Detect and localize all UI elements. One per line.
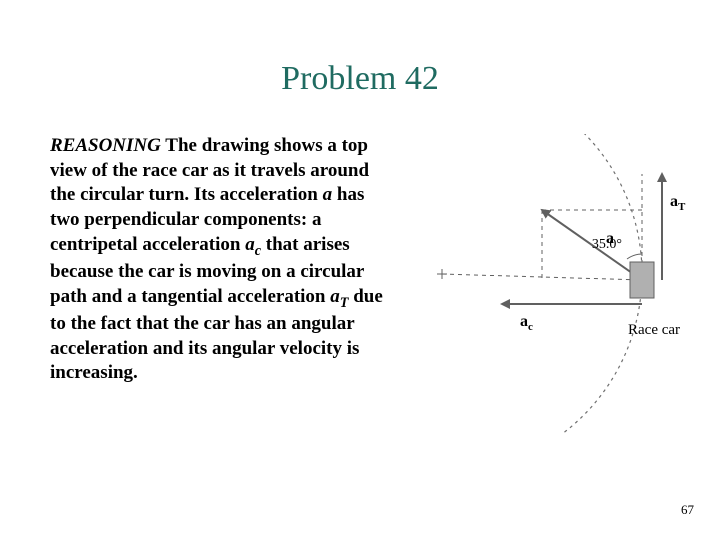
title-text: Problem 42 [281,60,439,97]
reasoning-label: REASONING [50,135,161,156]
var-a: a [323,184,333,205]
var-aT: a [330,286,340,307]
svg-text:ac: ac [520,313,533,333]
page-title: Problem 42 [50,60,670,98]
diagram: aaTac35.0°Race car [402,134,692,434]
body-text: REASONING The drawing shows a top view o… [50,134,390,386]
page-number: 67 [681,502,694,518]
svg-text:Race car: Race car [628,322,680,338]
var-ac: a [245,234,255,255]
svg-text:35.0°: 35.0° [592,237,622,252]
svg-text:aT: aT [670,193,686,213]
content-row: REASONING The drawing shows a top view o… [50,134,670,434]
